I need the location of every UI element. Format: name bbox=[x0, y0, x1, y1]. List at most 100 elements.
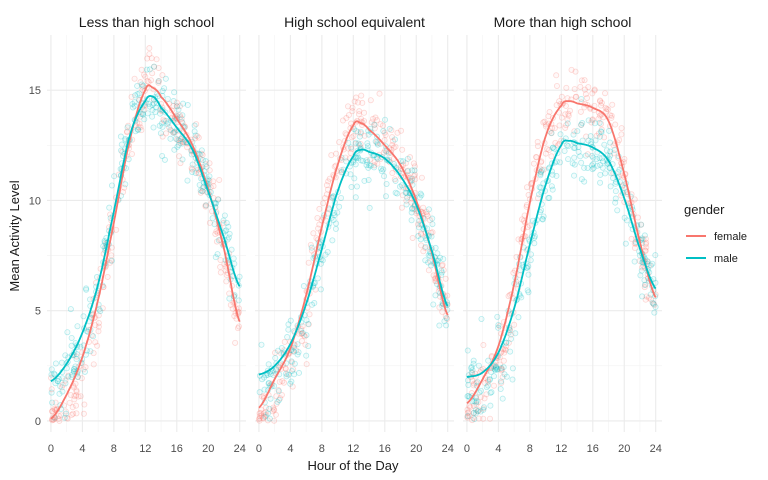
scatter-point bbox=[480, 406, 487, 413]
scatter-point bbox=[202, 161, 209, 168]
scatter-point bbox=[409, 234, 416, 241]
scatter-point bbox=[496, 361, 503, 368]
scatter-point bbox=[575, 148, 582, 155]
smooth-line-male bbox=[258, 148, 449, 376]
scatter-point bbox=[146, 45, 153, 52]
scatter-point bbox=[330, 216, 337, 223]
facet-panel-3: More than high school 0 4 8 12 16 20 24 bbox=[463, 14, 662, 455]
scatter-point bbox=[468, 365, 475, 372]
scatter-point bbox=[417, 236, 424, 243]
scatter-point bbox=[563, 122, 570, 129]
scatter-point bbox=[73, 392, 80, 399]
scatter-point bbox=[412, 176, 419, 183]
scatter-point bbox=[73, 388, 80, 395]
scatter-point bbox=[106, 259, 113, 266]
scatter-point bbox=[155, 79, 162, 86]
scatter-point bbox=[411, 205, 418, 212]
scatter-point bbox=[348, 134, 355, 141]
scatter-point bbox=[287, 317, 294, 324]
scatter-point bbox=[173, 103, 180, 110]
scatter-point bbox=[507, 335, 514, 342]
scatter-point bbox=[440, 267, 447, 274]
scatter-point bbox=[443, 322, 450, 329]
scatter-point bbox=[194, 133, 201, 140]
scatter-point bbox=[549, 171, 556, 178]
scatter-point bbox=[639, 264, 646, 271]
scatter-point bbox=[286, 371, 293, 378]
scatter-point bbox=[177, 160, 184, 167]
smooth-line-male bbox=[466, 139, 657, 378]
scatter-point bbox=[652, 304, 659, 311]
scatter-point bbox=[438, 267, 445, 274]
scatter-point bbox=[470, 409, 477, 416]
scatter-point bbox=[371, 162, 378, 169]
scatter-point bbox=[571, 86, 578, 93]
scatter-point bbox=[131, 75, 138, 82]
facet-title: More than high school bbox=[494, 14, 632, 30]
scatter-point bbox=[270, 406, 277, 413]
scatter-point bbox=[557, 159, 564, 166]
scatter-point bbox=[108, 182, 115, 189]
scatter-point bbox=[108, 257, 115, 264]
scatter-point bbox=[275, 388, 282, 395]
scatter-point bbox=[176, 153, 183, 160]
scatter-point bbox=[597, 112, 604, 119]
scatter-point bbox=[473, 401, 480, 408]
scatter-point bbox=[203, 202, 210, 209]
legend: gender female male bbox=[684, 202, 747, 265]
scatter-point bbox=[266, 415, 273, 422]
scatter-point bbox=[598, 126, 605, 133]
scatter-point bbox=[588, 119, 595, 126]
scatter-point bbox=[390, 138, 397, 145]
scatter-point bbox=[149, 70, 156, 77]
scatter-point bbox=[596, 119, 603, 126]
scatter-point bbox=[124, 124, 131, 131]
x-axis-title: Hour of the Day bbox=[307, 458, 399, 473]
scatter-point bbox=[270, 404, 277, 411]
scatter-point bbox=[197, 189, 204, 196]
scatter-point bbox=[412, 171, 419, 178]
scatter-point bbox=[564, 116, 571, 123]
scatter-point bbox=[349, 108, 356, 115]
scatter-point bbox=[546, 109, 553, 116]
scatter-point bbox=[602, 104, 609, 111]
scatter-point bbox=[432, 292, 439, 299]
scatter-point bbox=[415, 233, 422, 240]
scatter-point bbox=[569, 160, 576, 167]
scatter-point bbox=[191, 122, 198, 129]
scatter-point bbox=[55, 415, 62, 422]
scatter-point bbox=[177, 137, 184, 144]
scatter-point bbox=[430, 301, 437, 308]
scatter-point bbox=[470, 382, 477, 389]
scatter-point bbox=[361, 132, 368, 139]
scatter-point bbox=[551, 125, 558, 132]
scatter-point bbox=[364, 159, 371, 166]
scatter-point bbox=[145, 100, 152, 107]
scatter-point bbox=[544, 145, 551, 152]
scatter-point bbox=[585, 84, 592, 91]
scatter-point bbox=[357, 130, 364, 137]
scatter-point bbox=[499, 374, 506, 381]
scatter-point bbox=[198, 147, 205, 154]
scatter-point bbox=[175, 141, 182, 148]
scatter-point bbox=[104, 273, 111, 280]
scatter-point bbox=[490, 362, 497, 369]
scatter-point bbox=[388, 127, 395, 134]
scatter-point bbox=[550, 144, 557, 151]
scatter-point bbox=[539, 167, 546, 174]
scatter-point bbox=[206, 177, 213, 184]
scatter-point bbox=[373, 117, 380, 124]
scatter-point bbox=[361, 177, 368, 184]
scatter-point bbox=[111, 173, 118, 180]
scatter-point bbox=[503, 373, 510, 380]
scatter-point bbox=[261, 413, 268, 420]
scatter-point bbox=[210, 183, 217, 190]
scatter-point bbox=[568, 66, 575, 73]
scatter-point bbox=[273, 400, 280, 407]
scatter-point bbox=[537, 184, 544, 191]
scatter-point bbox=[577, 108, 584, 115]
scatter-point bbox=[538, 169, 545, 176]
scatter-point bbox=[591, 86, 598, 93]
scatter-point bbox=[515, 236, 522, 243]
scatter-point bbox=[311, 300, 318, 307]
